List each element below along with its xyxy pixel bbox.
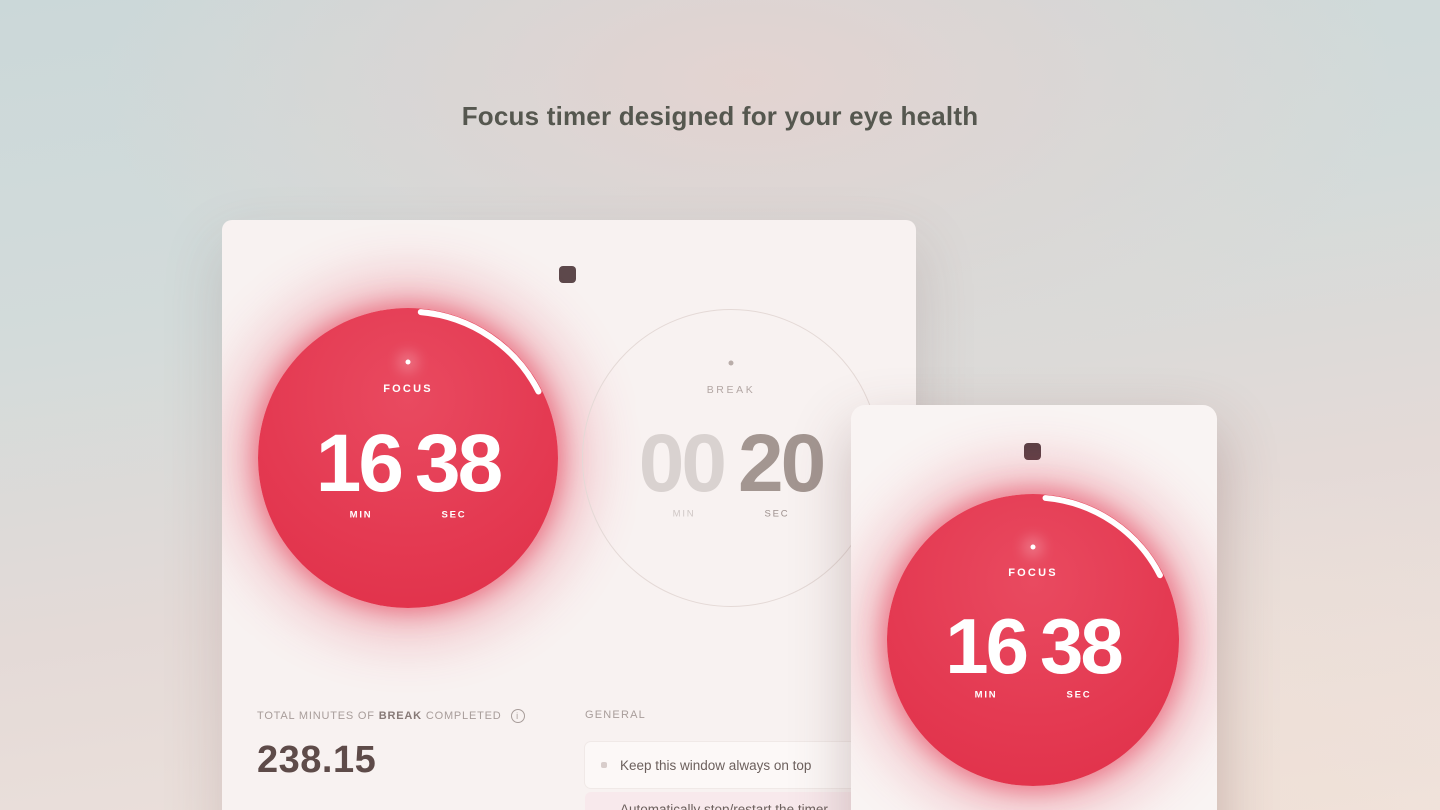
break-seconds-value: 20: [738, 417, 826, 509]
mini-app-window: FOCUS 16 38 MIN SEC: [851, 405, 1217, 810]
focus-min-unit-label: MIN: [349, 509, 373, 521]
settings-section: GENERAL Keep this window always on top A…: [585, 709, 885, 810]
total-break-minutes-value: 238.15: [257, 739, 377, 781]
timer-dot-icon: [1030, 544, 1036, 550]
break-timer-units: MIN SEC: [673, 509, 790, 520]
menu-button[interactable]: [1024, 443, 1041, 460]
focus-timer-units: MIN SEC: [975, 690, 1092, 701]
break-timer-circle[interactable]: BREAK 00 20 MIN SEC: [582, 309, 880, 607]
setting-label: Keep this window always on top: [620, 757, 812, 773]
stats-caption-emphasis: BREAK: [378, 710, 422, 722]
bullet-icon: [601, 762, 607, 768]
focus-sec-unit-label: SEC: [1066, 689, 1092, 701]
focus-seconds-value: 38: [1040, 601, 1124, 690]
break-timer-label: BREAK: [706, 383, 756, 396]
break-timer-digits: 00 20: [638, 417, 826, 509]
break-stats-section: TOTAL MINUTES OF BREAK COMPLETED 238.15: [257, 709, 525, 782]
focus-timer-units: MIN SEC: [350, 510, 467, 521]
focus-progress-arc-icon: [1042, 495, 1163, 579]
timer-dot-icon: [405, 359, 411, 365]
focus-min-unit-label: MIN: [974, 689, 998, 701]
focus-timer-circle[interactable]: FOCUS 16 38 MIN SEC: [258, 308, 558, 608]
break-sec-unit-label: SEC: [764, 508, 790, 520]
stats-caption-prefix: TOTAL MINUTES OF: [257, 710, 375, 722]
main-app-window: FOCUS 16 38 MIN SEC BREAK 00 20 MIN SEC: [222, 220, 916, 810]
focus-minutes-value: 16: [315, 418, 404, 509]
break-min-unit-label: MIN: [672, 508, 696, 520]
focus-timer-circle[interactable]: FOCUS 16 38 MIN SEC: [887, 494, 1179, 786]
page-title: Focus timer designed for your eye health: [461, 101, 979, 131]
focus-sec-unit-label: SEC: [441, 509, 467, 521]
settings-header: GENERAL: [585, 709, 646, 721]
setting-label: Automatically stop/restart the timer: [620, 802, 828, 810]
focus-timer-digits: 16 38: [945, 601, 1124, 690]
focus-timer-label: FOCUS: [383, 383, 433, 395]
stats-caption-suffix: COMPLETED: [425, 710, 502, 722]
setting-auto-stop-restart[interactable]: Automatically stop/restart the timer: [585, 792, 885, 810]
focus-progress-arc-icon: [417, 309, 542, 395]
focus-timer-digits: 16 38: [315, 418, 503, 509]
timer-dot-icon: [728, 360, 734, 366]
stats-caption: TOTAL MINUTES OF BREAK COMPLETED: [257, 709, 525, 723]
focus-timer-label: FOCUS: [1008, 566, 1058, 579]
break-minutes-value: 00: [638, 417, 727, 509]
focus-seconds-value: 38: [415, 418, 503, 509]
menu-button[interactable]: [559, 266, 576, 283]
focus-minutes-value: 16: [945, 601, 1029, 690]
info-icon[interactable]: [510, 709, 525, 723]
setting-always-on-top[interactable]: Keep this window always on top: [585, 742, 885, 788]
